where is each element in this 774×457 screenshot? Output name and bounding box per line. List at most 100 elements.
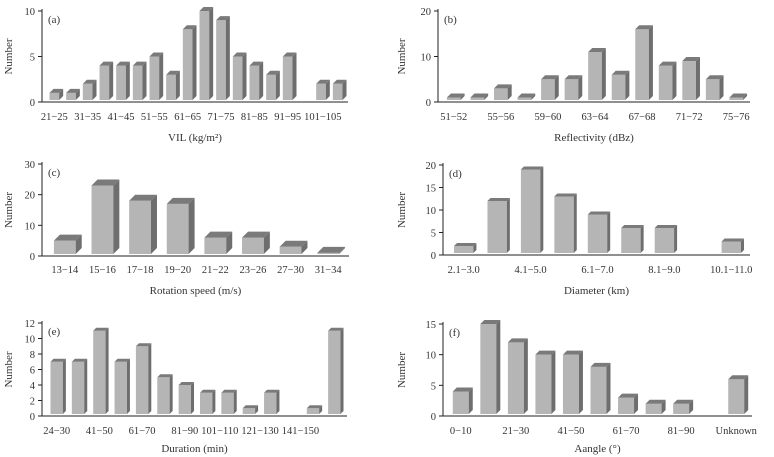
x-tick-label: 75−76 xyxy=(723,112,750,123)
bar-side xyxy=(188,197,195,254)
x-tick-label: 71−75 xyxy=(208,112,235,123)
bar-front xyxy=(82,83,93,100)
bar-front xyxy=(199,11,210,100)
x-tick-label: 24−30 xyxy=(43,426,70,437)
bar-top xyxy=(199,389,216,393)
bar-front xyxy=(232,56,243,100)
bar-front xyxy=(535,354,552,414)
y-tick-label: 15 xyxy=(426,184,437,195)
bar-side xyxy=(62,358,66,414)
bar-top xyxy=(53,234,82,241)
bar-top xyxy=(332,79,347,84)
y-tick-label: 5 xyxy=(431,229,436,240)
bar-side xyxy=(625,70,630,100)
bar-side xyxy=(259,61,264,100)
x-tick-label: 19−20 xyxy=(164,265,191,276)
bar-front xyxy=(249,65,260,100)
y-tick-label: 2 xyxy=(30,397,35,408)
x-tick-label: 101−105 xyxy=(304,112,341,123)
bar-top xyxy=(452,387,473,392)
x-axis-label: Duration (min) xyxy=(161,443,228,455)
x-tick-label: 27−30 xyxy=(277,265,304,276)
y-tick-label: 20 xyxy=(25,191,36,202)
x-tick-label: 6.1−7.0 xyxy=(581,265,613,276)
bar-side xyxy=(75,88,80,100)
bar-top xyxy=(507,338,528,343)
panel-label: (f) xyxy=(449,327,460,339)
x-tick-label: 55−56 xyxy=(487,112,514,123)
bar-front xyxy=(645,403,662,414)
bar-side xyxy=(255,405,259,414)
bar-front xyxy=(562,354,579,414)
bar-top xyxy=(618,393,639,398)
bar-side xyxy=(661,399,666,414)
bar-side xyxy=(460,93,465,100)
bar-top xyxy=(242,231,270,238)
bar-side xyxy=(551,350,556,414)
bar-side xyxy=(601,47,606,100)
bar-front xyxy=(554,196,574,253)
bar-top xyxy=(554,193,577,197)
bar-side xyxy=(507,84,512,100)
bar-side xyxy=(325,79,330,100)
x-tick-label: 23−26 xyxy=(239,265,266,276)
x-tick-label: 10.1−11.0 xyxy=(710,265,752,276)
panel-label: (c) xyxy=(48,167,61,179)
bar-side xyxy=(212,389,216,414)
bar-top xyxy=(487,198,510,201)
bar-side xyxy=(606,362,611,414)
bar-top xyxy=(266,70,280,75)
bar-front xyxy=(71,361,85,414)
bar-side xyxy=(276,389,280,414)
bar-top xyxy=(728,375,749,380)
bar-side xyxy=(125,61,130,100)
x-tick-label: 41−50 xyxy=(557,426,584,437)
bar-front xyxy=(705,79,720,100)
x-tick-label: 61−70 xyxy=(613,426,640,437)
bar-front xyxy=(282,56,293,100)
bar-front xyxy=(264,392,277,414)
bar-front xyxy=(658,65,673,100)
bar-front xyxy=(721,241,741,253)
bar-front xyxy=(132,65,143,100)
x-tick-label: 81−85 xyxy=(241,112,268,123)
x-tick-label: 63−64 xyxy=(582,112,610,123)
bar-side xyxy=(225,16,230,101)
x-axis-label: VIL (kg/m²) xyxy=(168,132,222,144)
bar-side xyxy=(191,382,195,414)
x-axis-label: Diameter (km) xyxy=(564,285,629,297)
panel-label: (a) xyxy=(48,14,61,26)
bar-front xyxy=(49,92,60,100)
panel-label: (b) xyxy=(444,14,457,26)
bar-top xyxy=(517,93,536,98)
bar-side xyxy=(169,374,173,414)
bar-front xyxy=(635,29,649,101)
bar-side xyxy=(719,75,724,100)
x-axis-label: Aangle (°) xyxy=(574,443,621,455)
bar-top xyxy=(328,327,344,331)
bar-side xyxy=(242,52,247,100)
y-axis-label: Number xyxy=(3,351,15,387)
y-tick-label: 30 xyxy=(25,160,36,171)
bar-front xyxy=(328,330,341,414)
bar-front xyxy=(242,408,256,414)
y-tick-label: 5 xyxy=(30,53,35,64)
y-tick-label: 4 xyxy=(30,381,36,392)
y-tick-label: 10 xyxy=(25,7,36,18)
bar-top xyxy=(249,61,264,66)
y-tick-label: 5 xyxy=(431,381,436,392)
bar-front xyxy=(129,200,151,254)
bar-side xyxy=(689,399,694,414)
bar-top xyxy=(682,57,700,62)
bar-front xyxy=(149,56,160,100)
bar-front xyxy=(178,385,192,414)
bar-side xyxy=(506,198,510,253)
x-tick-label: 0−10 xyxy=(450,426,472,437)
bar-side xyxy=(468,387,473,414)
bar-top xyxy=(654,225,678,228)
bar-front xyxy=(199,392,213,414)
bar-side xyxy=(148,343,152,414)
bar-front xyxy=(654,228,675,253)
bar-top xyxy=(114,358,130,362)
